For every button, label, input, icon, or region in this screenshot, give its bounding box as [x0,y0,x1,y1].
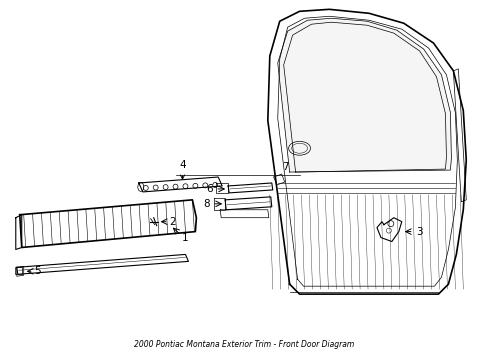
Text: 7: 7 [281,162,288,172]
Text: 6: 6 [206,184,213,194]
Text: 5: 5 [35,266,41,276]
Bar [15,267,21,274]
Polygon shape [452,69,466,202]
Text: 1: 1 [181,233,188,243]
Polygon shape [277,18,450,172]
Text: 2: 2 [169,217,176,227]
Text: 4: 4 [179,160,185,179]
Text: 8: 8 [203,199,210,209]
Text: 2000 Pontiac Montana Exterior Trim - Front Door Diagram: 2000 Pontiac Montana Exterior Trim - Fro… [134,340,353,349]
Text: 3: 3 [415,226,422,237]
